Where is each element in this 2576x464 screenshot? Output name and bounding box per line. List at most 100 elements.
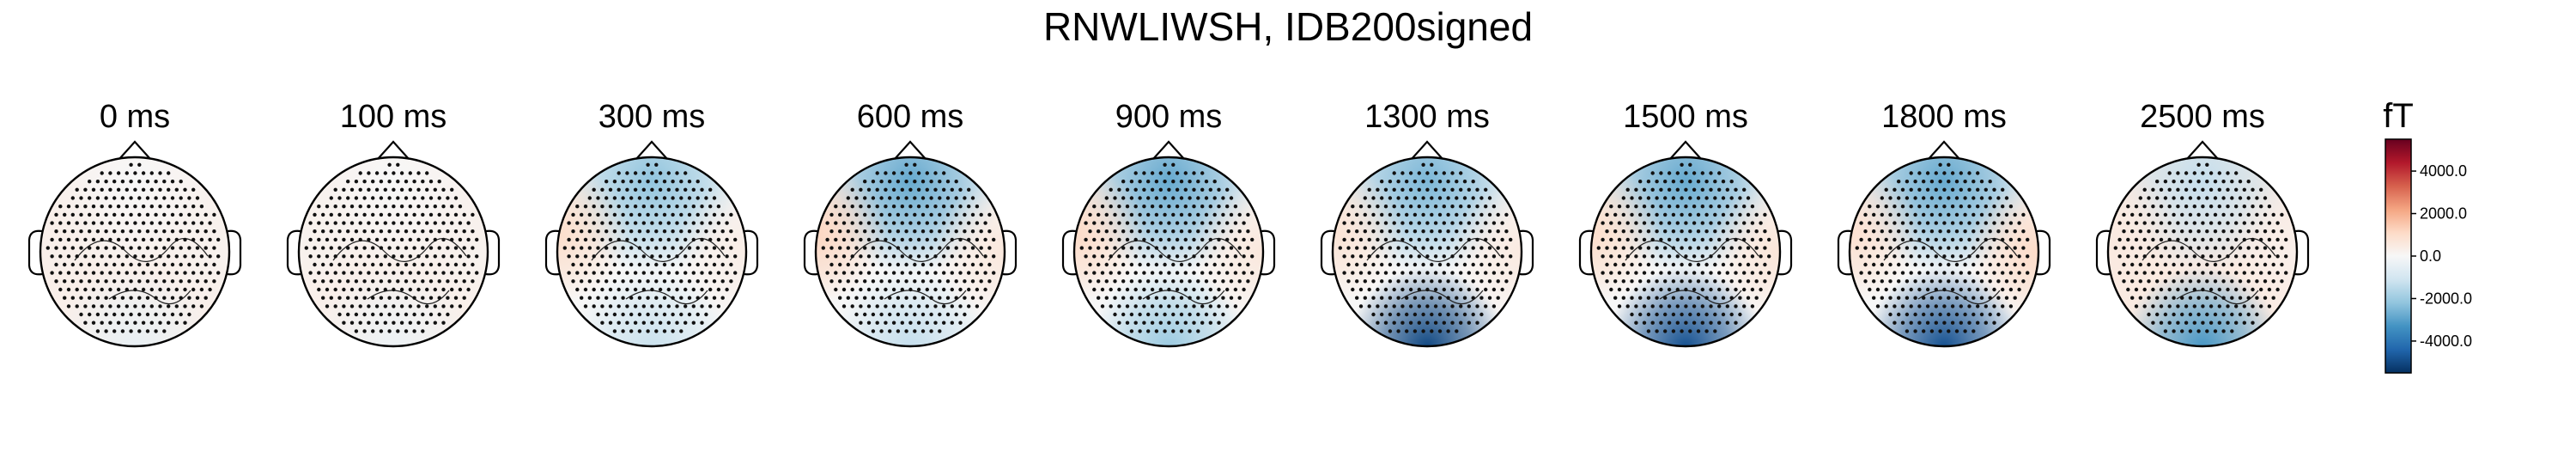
sensor-dot [1479, 262, 1484, 267]
sensor-dot [1500, 271, 1504, 275]
sensor-dot [1221, 196, 1225, 200]
sensor-dot [1909, 321, 1913, 325]
sensor-dot [1200, 304, 1205, 308]
sensor-dot [942, 304, 946, 308]
sensor-dot [920, 196, 926, 200]
sensor-dot [1208, 271, 1213, 275]
sensor-dot [641, 205, 646, 209]
sensor-dot [1925, 287, 1930, 292]
sensor-dot [2180, 196, 2184, 200]
sensor-dot [2217, 287, 2221, 292]
sensor-dot [1729, 196, 1734, 200]
sensor-dot [1934, 271, 1938, 275]
sensor-dot [1392, 221, 1396, 225]
sensor-dot [2008, 205, 2014, 209]
sensor-dot [1117, 254, 1121, 259]
sensor-dot [2026, 254, 2030, 259]
sensor-dot [2275, 254, 2280, 259]
sensor-dot [1138, 246, 1142, 250]
sensor-dot [1905, 212, 1910, 217]
sensor-dot [1725, 205, 1730, 209]
sensor-dot [204, 246, 208, 250]
sensor-dot [2205, 212, 2209, 217]
sensor-dot [621, 180, 625, 184]
ear-right-icon [2036, 229, 2051, 276]
sensor-dot [2263, 296, 2268, 300]
sensor-dot [1759, 287, 1763, 292]
sensor-dot [2196, 296, 2201, 300]
sensor-dot [1947, 212, 1951, 217]
sensor-dot [1738, 196, 1742, 200]
topomap-time-label: 600 ms [857, 99, 964, 135]
sensor-dot [371, 196, 375, 200]
sensor-dot [446, 296, 450, 300]
sensor-dot [1417, 221, 1422, 225]
sensor-dot [329, 296, 333, 300]
sensor-dot [1113, 296, 1117, 300]
sensor-dot [2155, 229, 2160, 234]
sensor-dot [1734, 205, 1738, 209]
sensor-dot [1971, 196, 1976, 200]
sensor-dot [2138, 279, 2142, 284]
sensor-dot [1400, 287, 1405, 292]
sensor-dot [1217, 304, 1221, 308]
sensor-dot [1175, 321, 1180, 325]
sensor-dot [1934, 221, 1938, 225]
sensor-dot [658, 237, 663, 242]
sensor-dot [633, 237, 638, 242]
sensor-dot [884, 254, 888, 259]
sensor-dot [1088, 229, 1092, 234]
sensor-dot [412, 229, 416, 234]
sensor-dot [1634, 321, 1638, 325]
sensor-dot [112, 212, 117, 217]
sensor-dot [687, 262, 692, 267]
sensor-dot [112, 229, 117, 234]
topomap-time-label: 0 ms [100, 99, 170, 135]
sensor-dot [412, 279, 416, 284]
sensor-dot [141, 171, 146, 175]
sensor-dot [691, 221, 696, 225]
sensor-dot [1117, 321, 1121, 325]
sensor-dot [654, 212, 659, 217]
sensor-dot [2238, 312, 2243, 317]
sensor-dot [50, 237, 54, 242]
sensor-dot [2230, 279, 2234, 284]
sensor-dot [1363, 246, 1368, 250]
sensor-dot [687, 180, 692, 184]
sensor-dot [871, 279, 876, 284]
sensor-dot [950, 205, 955, 209]
sensor-dot [2172, 212, 2176, 217]
sensor-dot [888, 329, 892, 333]
sensor-dot [1630, 279, 1634, 284]
sensor-dot [704, 229, 708, 234]
sensor-dot [1909, 271, 1913, 275]
sensor-dot [2142, 271, 2147, 275]
sensor-dot [925, 237, 930, 242]
sensor-dot [2142, 254, 2147, 259]
sensor-dot [75, 287, 79, 292]
sensor-dot [2159, 187, 2164, 192]
sensor-dot [629, 312, 634, 317]
sensor-dot [662, 180, 667, 184]
sensor-dot [733, 254, 738, 259]
sensor-dot [1446, 329, 1450, 333]
sensor-dot [1738, 229, 1742, 234]
sensor-dot [658, 271, 663, 275]
sensor-dot [2176, 205, 2180, 209]
sensor-dot [671, 180, 675, 184]
sensor-dot [367, 321, 371, 325]
sensor-dot [70, 296, 76, 300]
sensor-dot [875, 321, 879, 325]
sensor-dot [2176, 271, 2180, 275]
sensor-dot [580, 262, 584, 267]
sensor-dot [1380, 296, 1384, 300]
sensor-dot [945, 212, 951, 217]
sensor-dot [167, 237, 171, 242]
sensor-dot [1367, 205, 1371, 209]
sensor-dot [592, 205, 596, 209]
sensor-dot [629, 296, 634, 300]
sensor-dot [1450, 221, 1455, 225]
sensor-dot [1942, 304, 1947, 308]
sensor-dot [441, 205, 446, 209]
sensor-dot [141, 271, 146, 275]
